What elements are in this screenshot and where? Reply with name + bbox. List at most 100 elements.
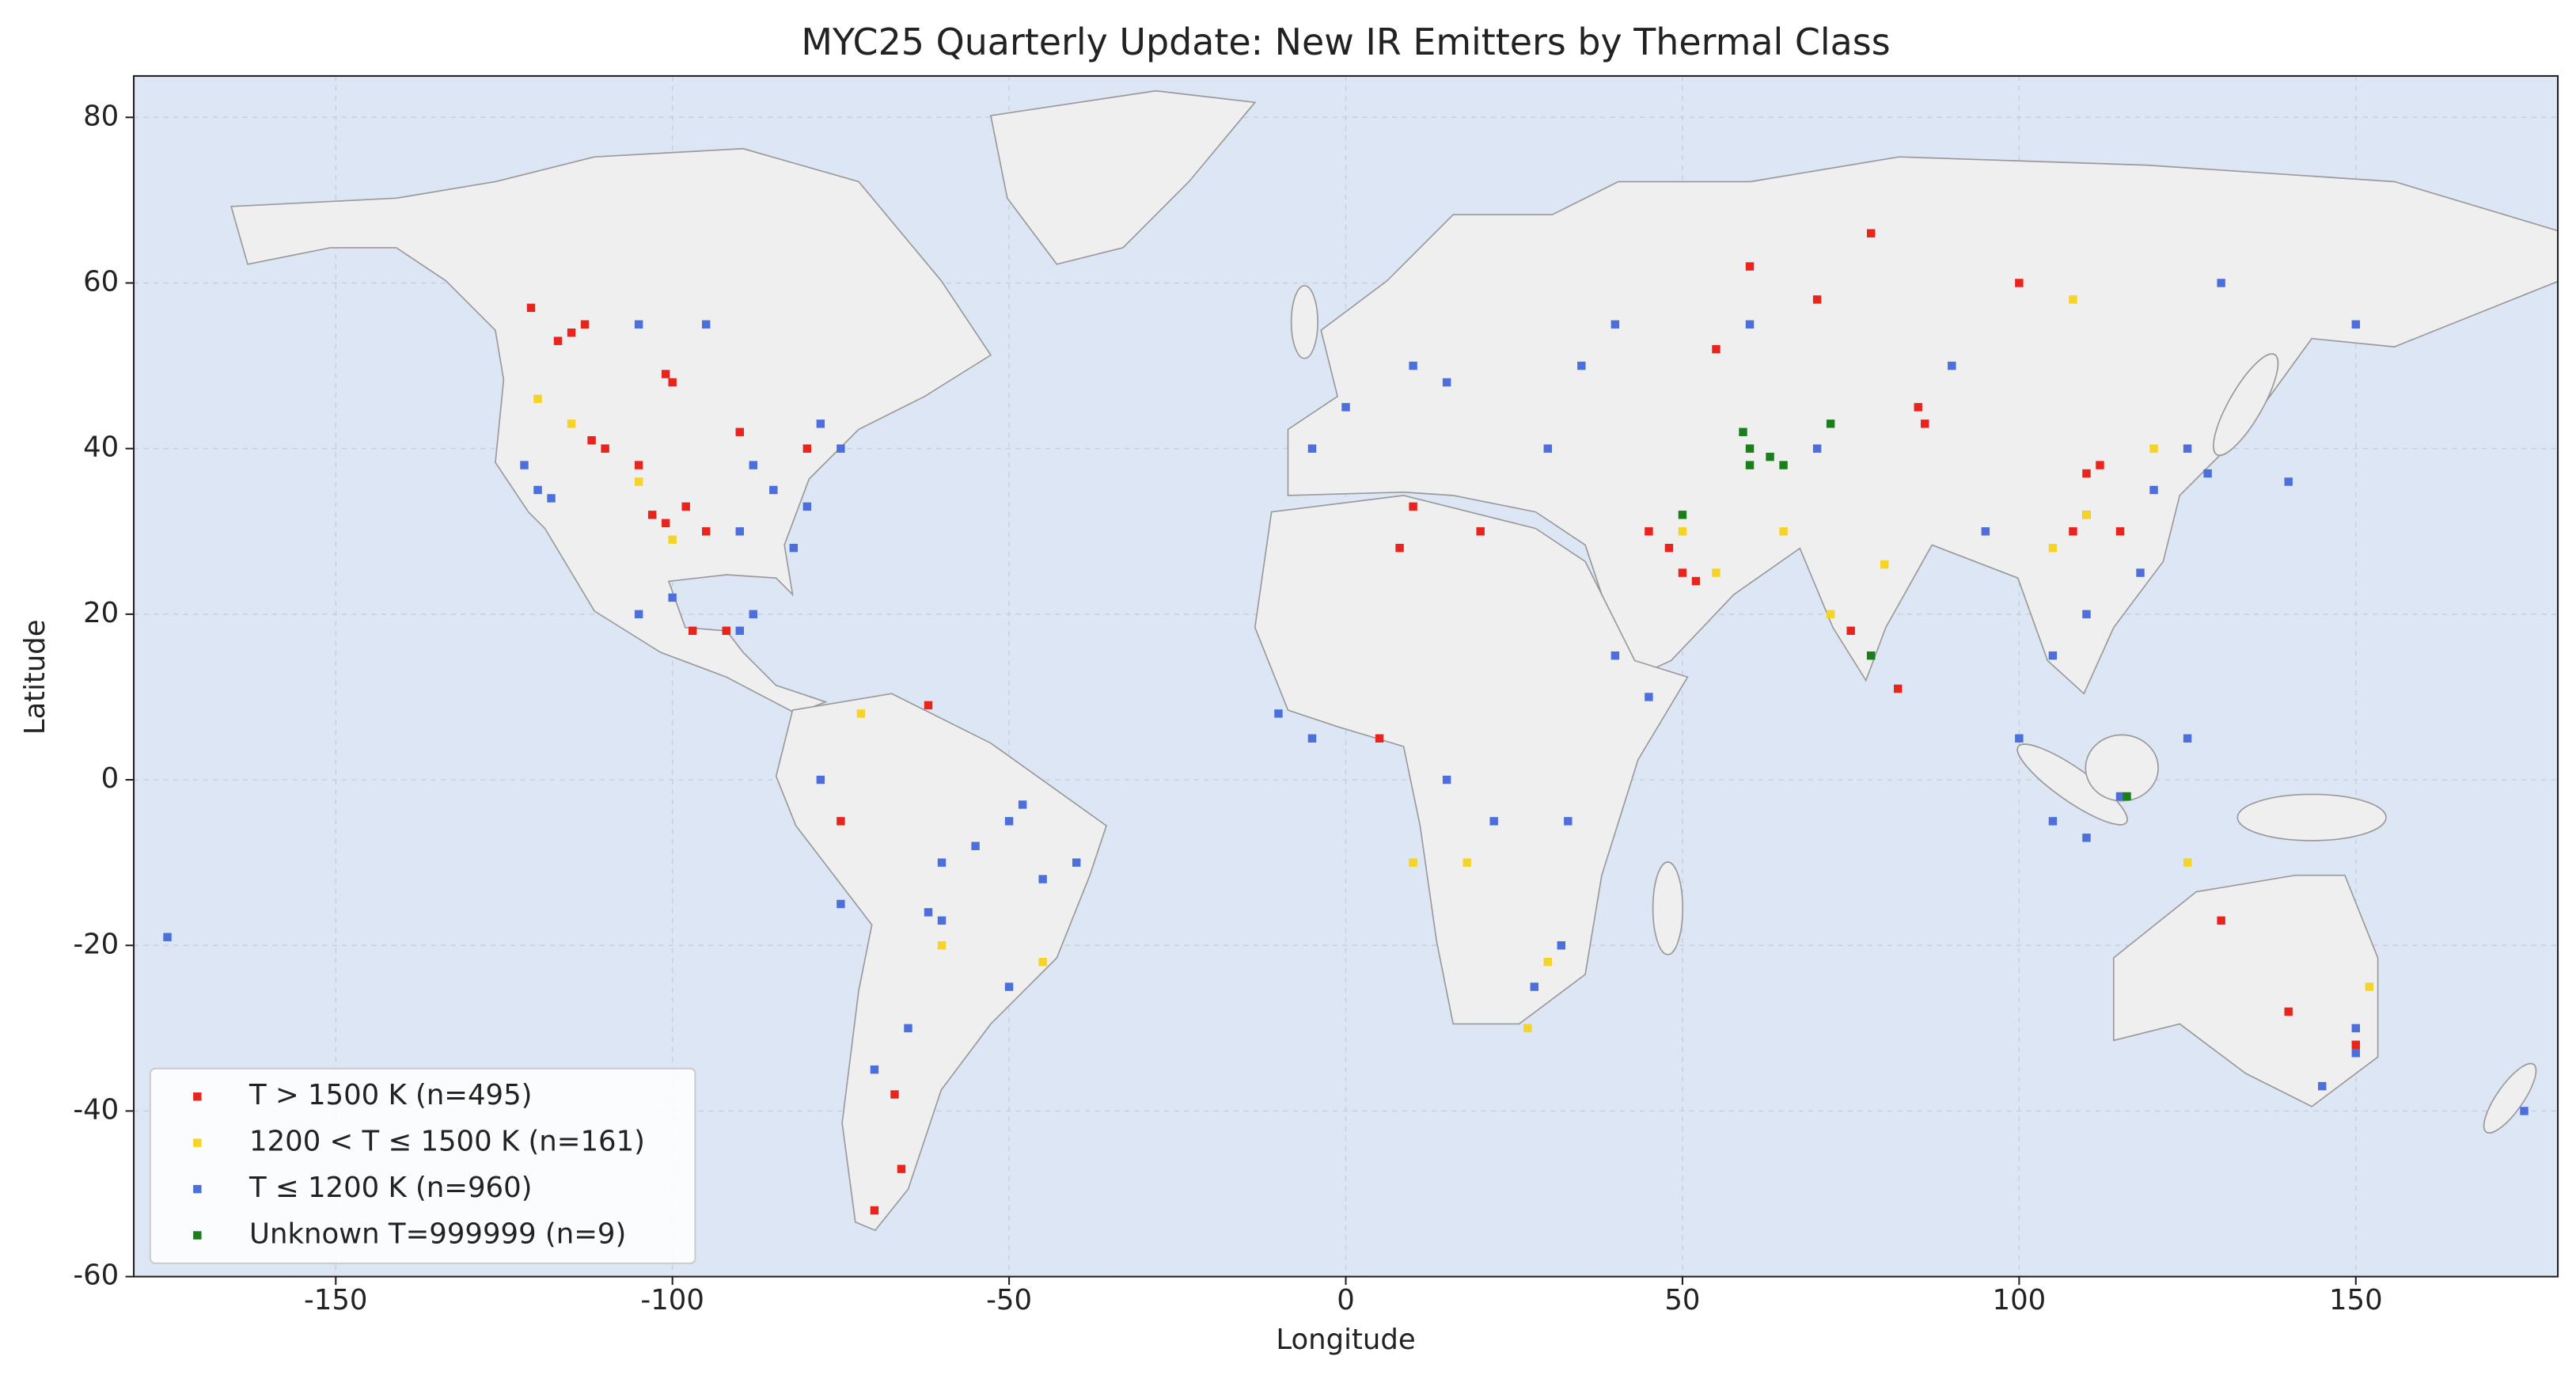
data-point [2284, 1007, 2293, 1016]
y-tick-label: -60 [73, 1259, 119, 1292]
y-tick-label: 40 [83, 431, 119, 464]
data-point [1543, 957, 1552, 967]
data-point [1948, 361, 1956, 370]
data-point [1038, 957, 1047, 967]
data-point [870, 1206, 879, 1215]
data-point [1610, 320, 1620, 329]
data-point [1779, 461, 1788, 469]
data-point [1866, 229, 1876, 237]
data-point [547, 494, 556, 503]
data-point [634, 461, 643, 469]
data-point [668, 593, 677, 602]
data-point [1766, 452, 1774, 462]
data-point [1921, 420, 1929, 428]
data-point [749, 461, 758, 469]
data-point [2123, 792, 2131, 801]
data-point [634, 477, 643, 486]
data-point [837, 817, 845, 826]
data-point [924, 908, 933, 917]
data-point [1914, 403, 1922, 412]
data-point [1307, 734, 1317, 743]
data-point [1880, 560, 1889, 569]
data-point [2351, 1040, 2361, 1049]
data-point [681, 502, 690, 511]
data-point [870, 1065, 879, 1074]
data-point [2048, 543, 2058, 553]
data-point [1341, 403, 1350, 412]
data-point [661, 370, 670, 378]
data-point [1072, 858, 1081, 867]
data-point [2096, 461, 2104, 469]
data-point [553, 336, 563, 345]
data-point [1812, 295, 1822, 304]
data-point [2082, 511, 2091, 519]
data-point [769, 485, 778, 495]
legend-label: 1200 < T ≤ 1500 K (n=161) [249, 1126, 645, 1158]
x-tick-label: -100 [640, 1284, 704, 1316]
data-point [1610, 651, 1620, 660]
data-point [1409, 502, 1417, 511]
data-point [2115, 527, 2125, 536]
data-point [1812, 444, 1822, 453]
y-tick-label: 80 [83, 100, 119, 132]
data-point [1779, 527, 1788, 536]
data-point [2183, 734, 2192, 743]
legend-label: T ≤ 1200 K (n=960) [248, 1172, 532, 1204]
data-point [567, 329, 576, 337]
data-point [1543, 444, 1552, 453]
data-point [735, 626, 744, 635]
data-point [904, 1024, 912, 1033]
data-point [2284, 477, 2293, 486]
data-point [722, 626, 730, 635]
y-tick-label: -20 [73, 928, 119, 960]
data-point [837, 899, 845, 909]
data-point [924, 701, 933, 710]
data-point [937, 941, 947, 950]
data-point [1004, 982, 1014, 991]
data-point [661, 519, 670, 528]
x-tick-label: -50 [986, 1284, 1032, 1316]
y-tick-label: 60 [83, 265, 119, 298]
data-point [802, 444, 812, 453]
data-point [1395, 543, 1404, 553]
legend-marker [193, 1092, 202, 1101]
data-point [2365, 982, 2374, 991]
data-point [634, 320, 643, 329]
y-tick-label: 0 [101, 762, 120, 795]
data-point [1712, 344, 1720, 354]
legend-label: Unknown T=999999 (n=9) [249, 1218, 626, 1250]
data-point [520, 461, 529, 469]
data-point [1004, 817, 1014, 826]
data-point [2048, 651, 2058, 660]
data-point [1038, 875, 1047, 883]
data-point [634, 610, 643, 619]
data-point [789, 543, 799, 553]
data-point [1739, 427, 1747, 436]
data-point [2048, 817, 2058, 826]
data-point [2069, 527, 2077, 536]
data-point [1826, 420, 1835, 428]
data-point [1712, 568, 1720, 577]
data-point [2115, 792, 2125, 801]
data-point [1894, 684, 1903, 693]
x-tick-label: 50 [1664, 1284, 1700, 1316]
data-point [2203, 469, 2212, 478]
data-point [1981, 527, 1990, 536]
data-point [2136, 568, 2145, 577]
data-point [1530, 982, 1538, 991]
data-point [2351, 1024, 2361, 1033]
points [163, 229, 2529, 1215]
data-point [163, 933, 172, 942]
data-point [567, 420, 576, 428]
x-tick-label: 150 [2329, 1284, 2383, 1316]
data-point [1745, 262, 1755, 271]
data-point [702, 320, 711, 329]
data-point [1476, 527, 1485, 536]
legend-label: T > 1500 K (n=495) [248, 1079, 532, 1111]
data-point [2520, 1107, 2529, 1115]
data-point [647, 511, 657, 519]
data-point [2149, 444, 2158, 453]
legend-marker [193, 1138, 202, 1147]
data-point [1307, 444, 1317, 453]
